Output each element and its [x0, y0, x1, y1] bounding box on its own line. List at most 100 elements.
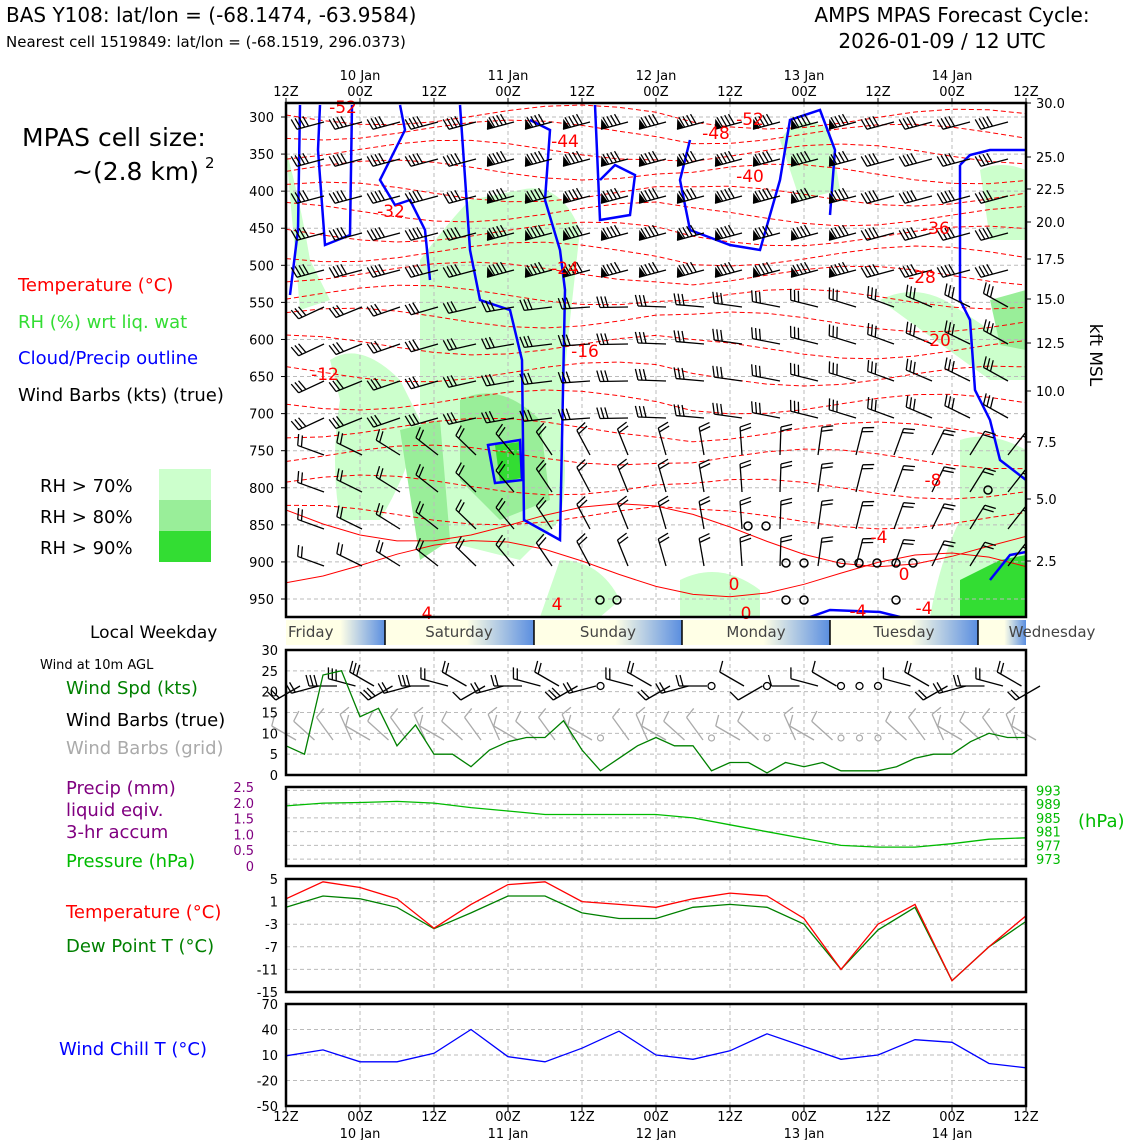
precip-tick-label: 2.0 — [233, 797, 254, 812]
wind-barb — [635, 706, 649, 741]
main-grid — [286, 103, 1026, 617]
pressure-tick-label: 300 — [249, 111, 274, 126]
wind-barb — [893, 502, 915, 530]
temperature-line — [285, 881, 1027, 982]
kft-tick-label: 25.0 — [1036, 151, 1065, 166]
wind-barb — [519, 335, 553, 349]
wind-barb — [817, 462, 834, 493]
calm-circle — [891, 595, 901, 605]
wind-barb — [982, 282, 1009, 308]
calm-circle-grid — [596, 734, 605, 742]
dewpoint-line — [285, 895, 1027, 982]
precip-tick-label: 1.5 — [233, 813, 254, 828]
wind-barb — [638, 150, 667, 167]
kft-tick-label: 30.0 — [1036, 97, 1065, 112]
time-tick-label-top: 12Z — [569, 85, 595, 100]
time-tick-label-top: 00Z — [347, 85, 373, 100]
wind-barb — [638, 224, 667, 241]
temperature-contour-label: -8 — [925, 471, 942, 491]
panel-tick-label: 5 — [270, 873, 278, 888]
wind-barb — [657, 458, 670, 493]
bottom-time-label: 12Z — [569, 1110, 595, 1125]
precip-tick-label: 1.0 — [233, 828, 254, 843]
wind-barb — [605, 667, 634, 687]
pressure-tick-label: 550 — [249, 296, 274, 311]
wind-barb — [885, 710, 907, 741]
wind-barb — [576, 458, 591, 493]
temperature-contour-label: -4 — [916, 599, 933, 619]
wind-barb — [486, 187, 515, 204]
wind-barb — [828, 398, 857, 419]
wind-barb — [544, 685, 578, 701]
wind-speed-line — [285, 670, 1026, 774]
weekday-label: Monday — [726, 623, 785, 641]
wind-barb — [828, 261, 857, 278]
wind-barb — [359, 685, 393, 701]
wind-barb — [535, 533, 553, 567]
wind-barb — [486, 261, 515, 278]
wind-barb — [366, 303, 401, 317]
wind-barb — [638, 113, 667, 130]
wind-barb — [495, 534, 515, 567]
pressure-tick-label: 500 — [249, 259, 274, 274]
wind-barb — [297, 545, 325, 567]
weekday-cell — [682, 620, 830, 645]
wind-barb — [600, 150, 629, 167]
cross-section-panel: -52-44 -48-52-40-32-36-24 -28-16-20-12-8-4… — [249, 69, 1065, 624]
wind-barb — [904, 660, 930, 687]
wind-barb — [676, 113, 705, 130]
wind-barb — [860, 189, 895, 204]
temperature-contour-dashed — [286, 139, 1026, 165]
wind-barb — [867, 323, 895, 345]
wind-barb — [420, 667, 449, 687]
pressure-tick-label: 450 — [249, 222, 274, 237]
wind-barb — [944, 357, 971, 382]
wind-barb — [936, 115, 971, 130]
wind-barb — [375, 466, 401, 493]
wind-barb — [375, 429, 401, 456]
wind-barb — [657, 421, 670, 456]
kft-tick-label: 22.5 — [1036, 183, 1065, 198]
wind-barb — [366, 414, 401, 428]
wind-barb — [698, 458, 711, 493]
wind-barb — [790, 187, 819, 204]
wind-barb — [974, 152, 1009, 167]
wind-barb — [455, 536, 477, 567]
wind-axes: 0 5 10 15 20 25 30 — [261, 644, 278, 784]
wind-barb — [712, 365, 743, 382]
wind-barb — [486, 224, 515, 241]
wind-barb — [297, 434, 325, 456]
wind-barb — [657, 495, 670, 530]
calm-circle — [781, 595, 791, 605]
pressure-tick-label: 650 — [249, 371, 274, 386]
wind-barb — [936, 189, 971, 204]
temperature-contour-label: -4 — [850, 602, 867, 622]
temperature-contour-label: 4 — [552, 595, 563, 615]
wind-barb — [657, 532, 670, 567]
wind-barb — [714, 261, 743, 278]
calm-circle-grid — [874, 734, 882, 742]
wind-barb — [415, 426, 439, 456]
legend-temperature: Temperature (°C) — [17, 275, 173, 296]
wind-barb — [441, 710, 463, 741]
wind-barb — [557, 408, 591, 421]
pressure-tick-label: 600 — [249, 333, 274, 348]
wind-barb — [328, 226, 363, 241]
wind-barb — [366, 226, 401, 241]
wind-barb — [676, 224, 705, 241]
wind-barb — [898, 189, 933, 204]
panel-tick-label: -3 — [265, 918, 278, 933]
time-tick-label-top: 12Z — [717, 85, 743, 100]
weekday-cell — [978, 620, 1026, 645]
wind-barb — [336, 542, 363, 567]
wind-barb — [524, 150, 553, 167]
calm-circle-grid — [855, 734, 864, 742]
wind-barb — [538, 708, 556, 741]
wind-barb — [367, 710, 389, 741]
wind-barb — [490, 674, 522, 687]
legend-wind-barbs-grid: Wind Barbs (grid) — [66, 738, 224, 759]
wind-barb — [698, 495, 711, 530]
wind-barb — [789, 325, 819, 345]
wind-barb — [969, 541, 996, 567]
